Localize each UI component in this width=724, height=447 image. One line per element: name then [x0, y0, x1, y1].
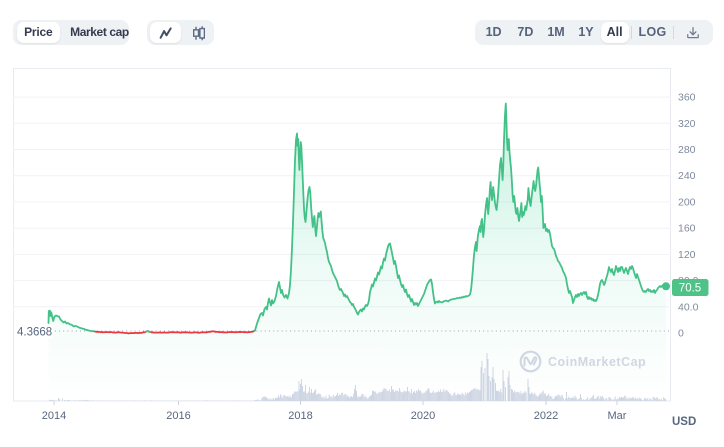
svg-text:USD: USD	[672, 416, 696, 428]
svg-text:4.3668: 4.3668	[17, 327, 52, 339]
svg-text:2016: 2016	[166, 410, 190, 422]
svg-text:360: 360	[678, 92, 696, 104]
svg-text:70.5: 70.5	[679, 283, 701, 295]
svg-text:2018: 2018	[288, 410, 312, 422]
svg-text:2022: 2022	[534, 410, 558, 422]
svg-text:320: 320	[678, 118, 696, 130]
svg-text:CoinMarketCap: CoinMarketCap	[548, 355, 646, 369]
svg-text:160: 160	[678, 223, 696, 235]
svg-text:120: 120	[678, 249, 696, 261]
svg-text:2014: 2014	[42, 410, 66, 422]
svg-text:Mar: Mar	[608, 410, 627, 422]
svg-text:240: 240	[678, 170, 696, 182]
svg-text:40.0: 40.0	[678, 301, 699, 313]
svg-text:0: 0	[678, 328, 684, 340]
svg-text:200: 200	[678, 196, 696, 208]
svg-text:280: 280	[678, 144, 696, 156]
svg-text:2020: 2020	[411, 410, 435, 422]
